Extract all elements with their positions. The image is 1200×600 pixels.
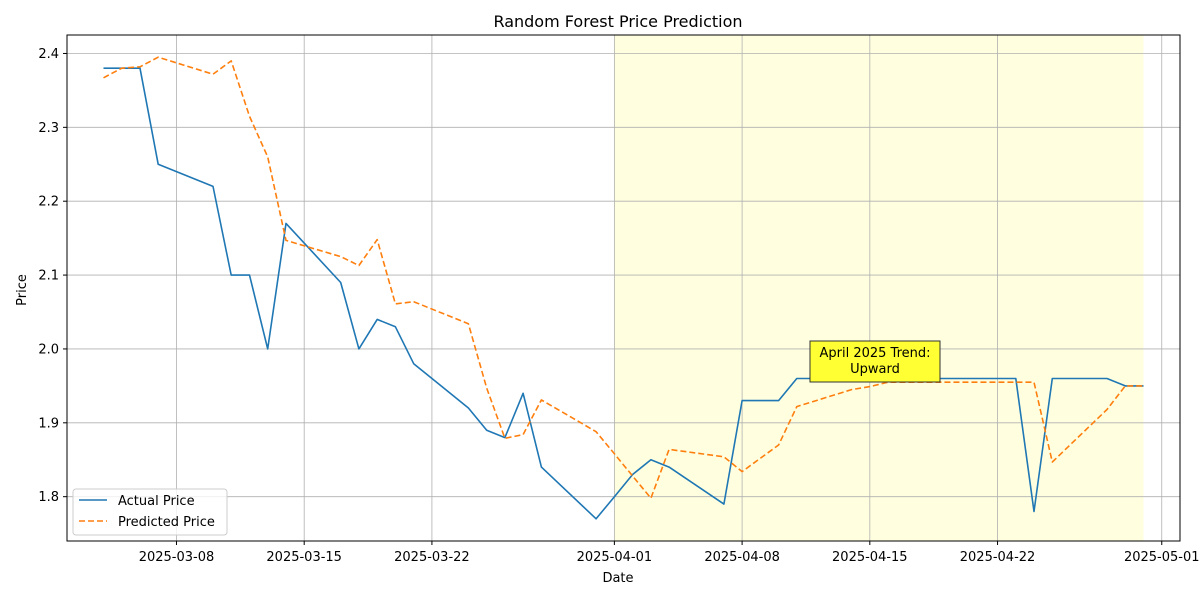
grid-layer xyxy=(67,35,1180,541)
x-tick-label: 2025-04-01 xyxy=(577,550,653,565)
plot-frame xyxy=(66,34,1181,542)
y-tick-label: 1.9 xyxy=(38,416,59,431)
y-tick-label: 2.4 xyxy=(38,47,59,62)
x-tick-label: 2025-03-22 xyxy=(394,550,470,565)
y-tick-label: 2.1 xyxy=(38,269,59,284)
x-axis-label: Date xyxy=(602,571,633,586)
legend-label-predicted: Predicted Price xyxy=(118,515,215,530)
y-axis-label: Price xyxy=(15,274,30,306)
x-tick-label: 2025-04-15 xyxy=(832,550,908,565)
y-tick-label: 2.2 xyxy=(38,195,59,210)
actual-price-line xyxy=(103,67,1144,520)
april-highlight-region xyxy=(614,35,1144,541)
series-layer xyxy=(103,56,1144,520)
trend-annotation: April 2025 Trend: Upward xyxy=(809,340,941,383)
legend: Actual Price Predicted Price xyxy=(72,488,228,536)
y-tick-label: 2.0 xyxy=(38,342,59,357)
predicted-price-line xyxy=(103,56,1144,500)
legend-box xyxy=(72,488,228,536)
highlight-layer xyxy=(614,35,1144,541)
x-tick-label: 2025-05-01 xyxy=(1124,550,1200,565)
legend-label-actual: Actual Price xyxy=(118,494,195,509)
chart-title: Random Forest Price Prediction xyxy=(493,12,742,31)
trend-annotation-line-1: April 2025 Trend: xyxy=(819,346,930,361)
x-tick-label: 2025-04-22 xyxy=(960,550,1036,565)
y-tick-label: 2.3 xyxy=(38,121,59,136)
y-tick-label: 1.8 xyxy=(38,490,59,505)
trend-annotation-box xyxy=(809,340,941,383)
x-tick-label: 2025-03-15 xyxy=(266,550,342,565)
x-tick-label: 2025-04-08 xyxy=(704,550,780,565)
x-tick-label: 2025-03-08 xyxy=(139,550,215,565)
tick-layer: 2025-03-08 2025-03-15 2025-03-22 2025-04-01… xyxy=(38,47,1199,565)
trend-annotation-line-2: Upward xyxy=(850,362,900,377)
